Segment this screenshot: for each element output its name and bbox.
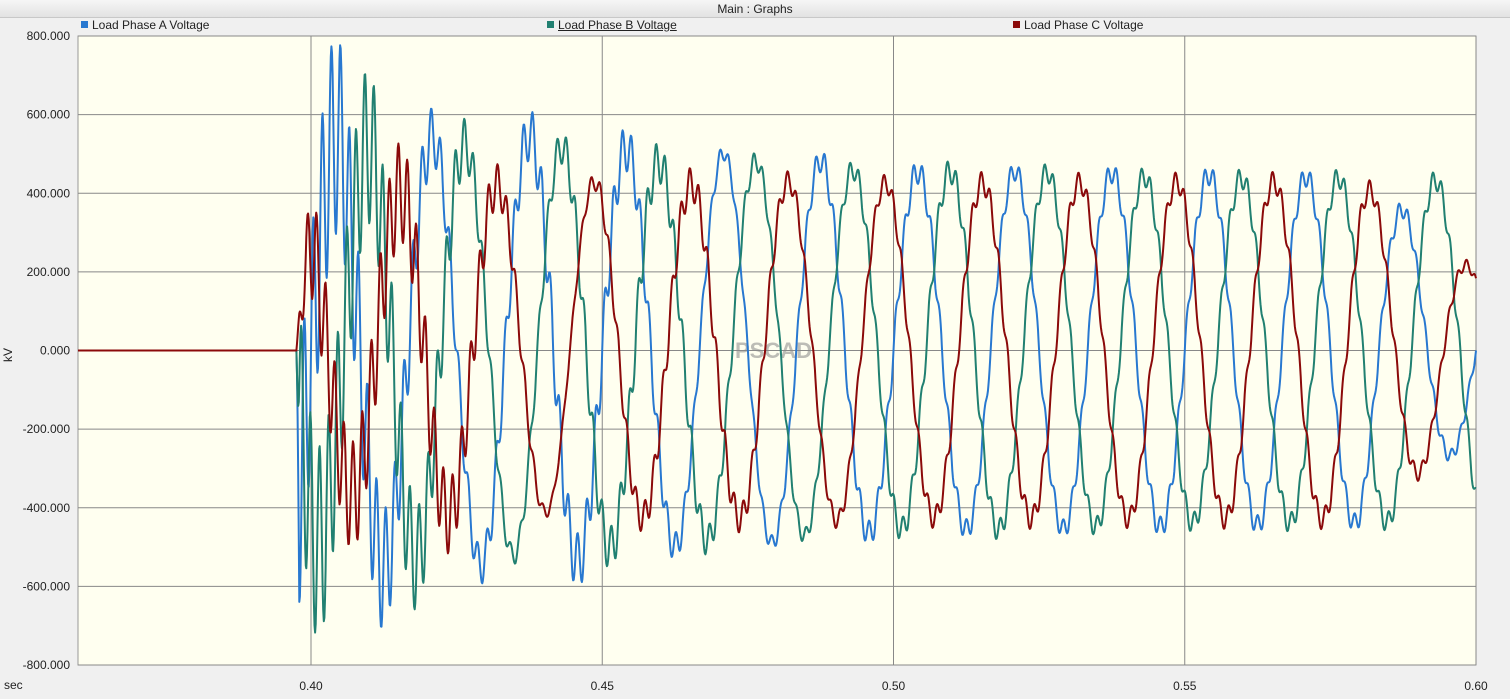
y-axis-label: kV <box>1 348 15 362</box>
x-tick-label: 0.50 <box>882 679 906 693</box>
y-tick-label: 600.000 <box>27 108 71 122</box>
x-tick-label: 0.55 <box>1173 679 1197 693</box>
series-line-phase-b <box>77 73 1477 634</box>
legend-label: Load Phase B Voltage <box>558 18 677 32</box>
legend-swatch-icon <box>547 21 554 28</box>
y-tick-label: 200.000 <box>27 265 71 279</box>
y-tick-label: -200.000 <box>23 422 71 436</box>
y-tick-label: -400.000 <box>23 501 71 515</box>
x-tick-label: 0.45 <box>591 679 615 693</box>
legend-label: Load Phase C Voltage <box>1024 18 1144 32</box>
legend-item-phase-c[interactable]: Load Phase C Voltage <box>1013 18 1143 36</box>
y-tick-label: -800.000 <box>23 658 71 672</box>
y-tick-label: 400.000 <box>27 186 71 200</box>
y-axis-ticks: 800.000 600.000 400.000 200.000 0.000 -200.00… <box>23 29 71 672</box>
legend-label: Load Phase A Voltage <box>92 18 210 32</box>
x-axis-label: sec <box>4 678 23 692</box>
y-tick-label: 0.000 <box>40 344 70 358</box>
series-line-phase-c <box>77 142 1477 555</box>
series-group <box>77 44 1477 634</box>
y-tick-label: -600.000 <box>23 579 71 593</box>
x-axis-ticks: 0.40 0.45 0.50 0.55 0.60 <box>299 679 1488 693</box>
y-tick-label: 800.000 <box>27 29 71 43</box>
legend-item-phase-b[interactable]: Load Phase B Voltage <box>547 18 677 36</box>
legend-swatch-icon <box>1013 21 1020 28</box>
x-tick-label: 0.60 <box>1464 679 1488 693</box>
x-tick-label: 0.40 <box>299 679 323 693</box>
legend-swatch-icon <box>81 21 88 28</box>
window-titlebar: Main : Graphs <box>0 0 1510 18</box>
series-line-phase-a <box>77 44 1477 628</box>
legend-item-phase-a[interactable]: Load Phase A Voltage <box>81 18 209 36</box>
window-title: Main : Graphs <box>717 2 793 16</box>
